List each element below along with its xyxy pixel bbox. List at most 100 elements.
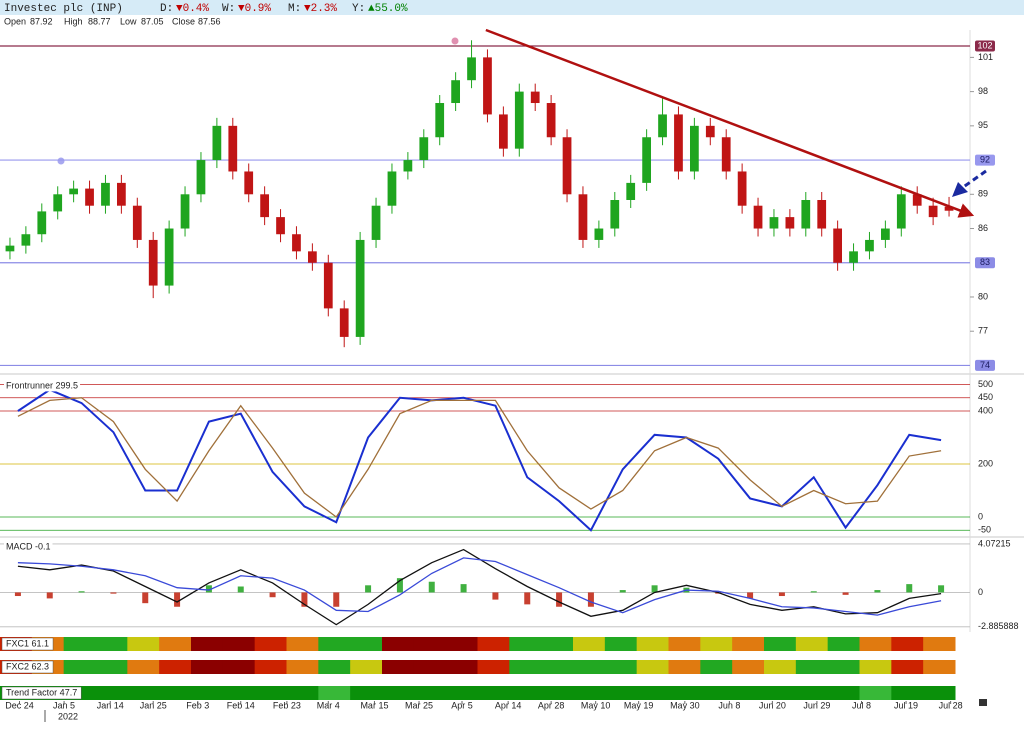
x-tick-label: Jul 28 (939, 700, 963, 710)
candle-body (403, 160, 413, 172)
heat-cell (127, 660, 160, 674)
candle-body (594, 228, 604, 240)
candle-body (276, 217, 285, 235)
histogram-bar (365, 585, 372, 593)
x-tick-label: Jul 8 (852, 700, 871, 710)
heat-cell (350, 660, 383, 674)
heat-cell (191, 637, 224, 651)
heat-cell (477, 660, 510, 674)
x-tick-label: Apr 28 (538, 700, 565, 710)
x-tick-label: Jan 14 (97, 700, 124, 710)
histogram-bar (842, 592, 849, 595)
heat-cell (159, 637, 192, 651)
x-tick-label: Dec 24 (5, 700, 34, 710)
histogram-bar (110, 592, 117, 594)
heat-cell (636, 637, 669, 651)
candle-body (323, 262, 333, 309)
x-tick-label: May 19 (624, 700, 654, 710)
level-badge (975, 257, 995, 269)
histogram-bar (938, 585, 945, 593)
heat-cell (127, 637, 160, 651)
heat-cell (413, 686, 447, 700)
x-tick-label: May 30 (670, 700, 700, 710)
heat-cell (859, 660, 892, 674)
histogram-bar (78, 591, 85, 593)
y-tick-label: 98 (978, 86, 988, 96)
histogram-bar (524, 592, 531, 605)
x-tick-label: Jun 20 (759, 700, 786, 710)
x-tick-label: Feb 14 (227, 700, 255, 710)
year-label: 2022 (58, 711, 78, 721)
panel-title: MACD -0.1 (6, 541, 51, 551)
candle-body (753, 205, 763, 229)
candle-body (419, 137, 429, 161)
histogram-bar (174, 592, 181, 607)
change-label: D: (160, 3, 173, 15)
histogram-bar (237, 586, 244, 593)
heat-cell (732, 637, 765, 651)
heat-cell (382, 660, 415, 674)
ohlc-value: 88.77 (88, 16, 111, 26)
y-tick-label: 95 (978, 120, 988, 130)
candle-body (307, 251, 317, 263)
heat-cell (477, 637, 510, 651)
candle-body (769, 217, 779, 229)
candle-body (530, 91, 540, 104)
heat-cell (413, 637, 447, 651)
heat-cell (318, 637, 351, 651)
heat-cell (573, 686, 606, 700)
x-tick-label: Jul 19 (894, 700, 918, 710)
pointer-arrow-head (952, 182, 968, 197)
candle-body (546, 103, 556, 138)
heat-cell (159, 686, 192, 700)
heat-cell (668, 686, 701, 700)
y-tick-label: 86 (978, 223, 988, 233)
candle-body (562, 137, 572, 195)
header-bar (0, 0, 1024, 15)
candle-body (865, 239, 874, 252)
pointer-arrow (961, 169, 987, 190)
ohlc-label: Open (4, 16, 26, 26)
candle-body (944, 206, 954, 211)
candle-body (292, 234, 301, 252)
candle-body (674, 114, 683, 172)
x-tick-label: May 10 (581, 700, 611, 710)
y-tick-label: 89 (978, 189, 988, 199)
histogram-bar (428, 581, 435, 593)
x-tick-label: Mar 15 (360, 700, 388, 710)
indicator-line (17, 557, 942, 616)
x-tick-label: Apr 5 (451, 700, 473, 710)
heat-cell (382, 637, 415, 651)
candle-body (785, 217, 795, 229)
heat-cell (350, 686, 383, 700)
heat-cell (923, 686, 956, 700)
level-badge (975, 359, 995, 371)
ticker-title: Investec plc (INP) (4, 3, 123, 15)
candle-body (912, 194, 922, 206)
histogram-bar (333, 592, 340, 607)
heat-cell (63, 637, 96, 651)
change-value: ▼0.9% (238, 3, 271, 15)
candle-body (801, 200, 811, 229)
strip-label-bg (1, 686, 82, 700)
heat-cell (159, 660, 192, 674)
heat-cell (668, 660, 701, 674)
indicator-line (17, 548, 942, 626)
heat-cell (127, 686, 160, 700)
x-tick-label: Mar 4 (317, 700, 340, 710)
x-tick-label: Jan 5 (53, 700, 75, 710)
candle-body (37, 211, 47, 235)
histogram-bar (142, 592, 149, 604)
heat-cell (445, 637, 478, 651)
candle-body (387, 171, 397, 206)
heat-cell (732, 660, 765, 674)
candle-body (642, 137, 652, 183)
candle-body (212, 125, 222, 161)
change-label: W: (222, 3, 235, 15)
x-tick-label: Mar 25 (405, 700, 433, 710)
heat-cell (95, 686, 128, 700)
anchor-dot (451, 37, 459, 45)
heat-cell (604, 686, 638, 700)
